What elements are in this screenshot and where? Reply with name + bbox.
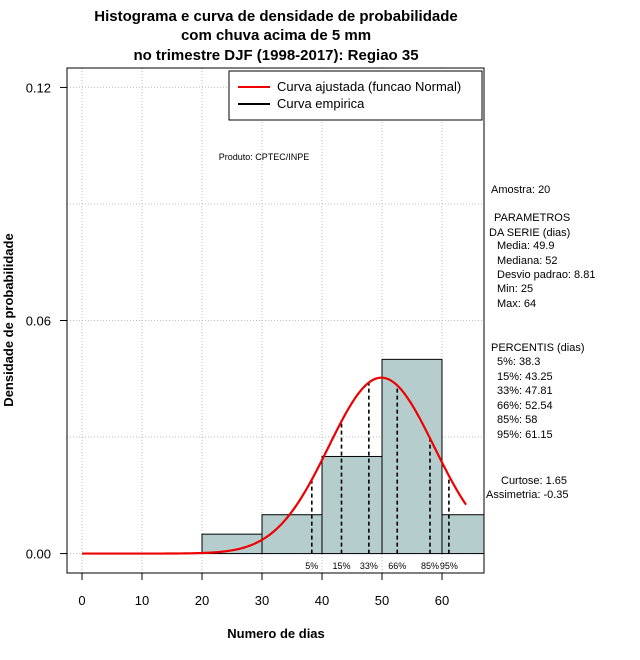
- histogram-bar-2: [321, 455, 383, 555]
- x-tick-label-5: 50: [375, 593, 389, 608]
- percentiles-title: PERCENTIS (dias): [491, 342, 585, 354]
- chart-title-line-2: com chuva acima de 5 mm: [181, 27, 371, 44]
- sample-size: Amostra: 20: [491, 184, 550, 196]
- percentile-85: 85%: 58: [497, 414, 537, 426]
- params-title-1: PARAMETROS: [494, 212, 570, 224]
- stat-max: Max: 64: [497, 298, 536, 310]
- percentile-label-4: 85%: [421, 561, 439, 571]
- plot-border: [66, 67, 485, 574]
- y-axis-label: Densidade de probabilidade: [1, 233, 16, 406]
- percentile-66: 66%: 52.54: [497, 400, 553, 412]
- percentile-15: 15%: 43.25: [497, 371, 553, 383]
- legend-label-empirical: Curva empirica: [277, 96, 365, 111]
- stats-panel: Amostra: 20 PARAMETROS DA SERIE (dias) M…: [486, 184, 595, 501]
- fitted-curve: [82, 376, 467, 555]
- stat-mean: Media: 49.9: [497, 240, 554, 252]
- y-tick-label-2: 0.12: [26, 80, 51, 95]
- y-tick-label-1: 0.06: [26, 314, 51, 329]
- histogram-bars: [201, 358, 485, 555]
- x-tick-label-3: 30: [255, 593, 269, 608]
- x-tick-label-2: 20: [195, 593, 209, 608]
- percentile-lines: 5% 15% 33% 66% 85% 95%: [305, 382, 458, 571]
- percentile-33: 33%: 47.81: [497, 385, 553, 397]
- x-tick-label-4: 40: [315, 593, 329, 608]
- legend-box: [228, 70, 483, 121]
- percentile-label-3: 66%: [388, 561, 406, 571]
- chart-title-line-1: Histograma e curva de densidade de proba…: [94, 8, 457, 25]
- percentile-label-5: 95%: [440, 561, 458, 571]
- stat-sd: Desvio padrao: 8.81: [497, 269, 595, 281]
- percentile-label-1: 15%: [332, 561, 350, 571]
- chart-title-line-3: no trimestre DJF (1998-2017): Regiao 35: [133, 47, 418, 64]
- x-tick-label-0: 0: [78, 593, 85, 608]
- stat-kurtosis: Curtose: 1.65: [501, 475, 567, 487]
- legend-label-normal: Curva ajustada (funcao Normal): [277, 79, 461, 94]
- stat-skewness: Assimetria: -0.35: [486, 489, 569, 501]
- grid: [67, 68, 484, 573]
- percentile-label-0: 5%: [305, 561, 318, 571]
- percentile-5: 5%: 38.3: [497, 356, 540, 368]
- histogram-bar-4: [441, 514, 485, 555]
- params-title-2: DA SERIE (dias): [489, 227, 570, 239]
- credit-text: Produto: CPTEC/INPE: [219, 152, 310, 162]
- normal-fit-curve: [82, 376, 467, 555]
- stat-median: Mediana: 52: [497, 255, 558, 267]
- stat-min: Min: 25: [497, 283, 533, 295]
- y-tick-label-0: 0.00: [26, 547, 51, 562]
- x-tick-label-1: 10: [135, 593, 149, 608]
- percentile-label-2: 33%: [360, 561, 378, 571]
- legend: Curva ajustada (funcao Normal) Curva emp…: [228, 70, 483, 121]
- x-axis-label: Numero de dias: [227, 626, 325, 641]
- histogram-bar-3: [381, 358, 443, 555]
- axis-ticks: 0 10 20 30 40 50 60 0.00 0.06 0.12: [26, 80, 450, 608]
- x-tick-label-6: 60: [435, 593, 449, 608]
- percentile-95: 95%: 61.15: [497, 429, 553, 441]
